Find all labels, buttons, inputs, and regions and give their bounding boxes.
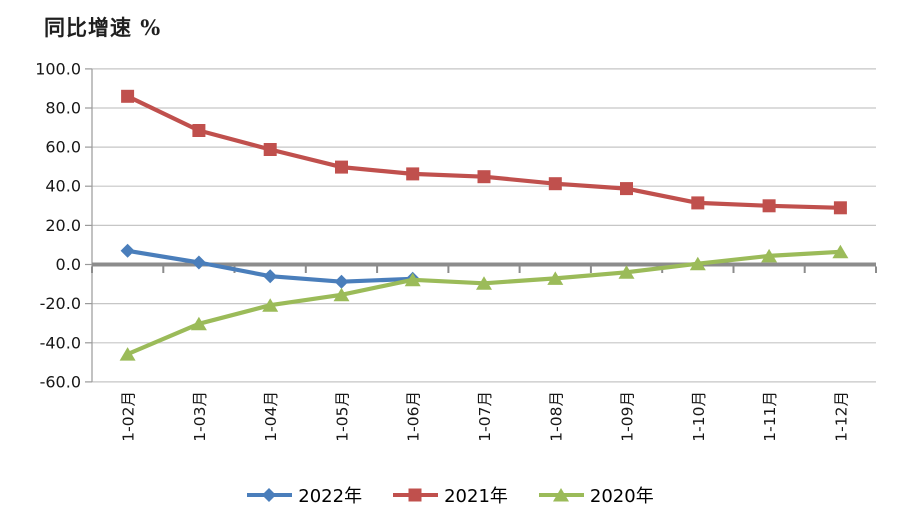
svg-text:-40.0: -40.0	[40, 333, 81, 352]
legend-label-2020: 2020年	[589, 486, 654, 507]
series-2022	[120, 243, 420, 289]
legend-marker-triangle-icon	[538, 488, 584, 502]
legend-entry-2021: 2021年	[392, 482, 508, 508]
plot-area: 100.0 80.0 60.0 40.0 20.0 0.0 -20.0 -40.0 -60.0 1…	[35, 59, 877, 442]
svg-text:1-03月: 1-03月	[191, 391, 209, 442]
svg-text:1-02月: 1-02月	[120, 391, 138, 442]
svg-text:1-04月: 1-04月	[262, 391, 280, 442]
legend-label-2022: 2022年	[298, 486, 363, 507]
svg-text:1-06月: 1-06月	[405, 391, 423, 442]
svg-text:0.0: 0.0	[56, 255, 81, 274]
svg-text:60.0: 60.0	[45, 138, 81, 157]
svg-text:1-08月: 1-08月	[547, 391, 565, 442]
svg-text:1-10月: 1-10月	[690, 391, 708, 442]
svg-text:1-07月: 1-07月	[476, 391, 494, 442]
legend-entry-2020: 2020年	[538, 482, 654, 508]
svg-text:-60.0: -60.0	[40, 372, 81, 391]
legend-label-2021: 2021年	[444, 486, 508, 507]
svg-text:-20.0: -20.0	[40, 294, 81, 313]
legend-marker-diamond-icon	[247, 488, 293, 502]
legend: 2022年 2021年 2020年	[0, 482, 900, 508]
svg-text:20.0: 20.0	[45, 216, 81, 235]
svg-text:80.0: 80.0	[45, 99, 81, 118]
svg-text:100.0: 100.0	[35, 59, 81, 78]
svg-text:40.0: 40.0	[45, 177, 81, 196]
series-2021	[121, 89, 847, 215]
legend-entry-2022: 2022年	[246, 482, 362, 508]
svg-text:1-11月: 1-11月	[761, 391, 779, 442]
chart-title: 同比增速 %	[44, 15, 162, 40]
svg-text:1-12月: 1-12月	[832, 391, 850, 442]
series-2020	[119, 244, 849, 361]
svg-text:1-09月: 1-09月	[619, 391, 637, 442]
legend-marker-square-icon	[393, 488, 439, 502]
svg-text:1-05月: 1-05月	[334, 391, 352, 442]
